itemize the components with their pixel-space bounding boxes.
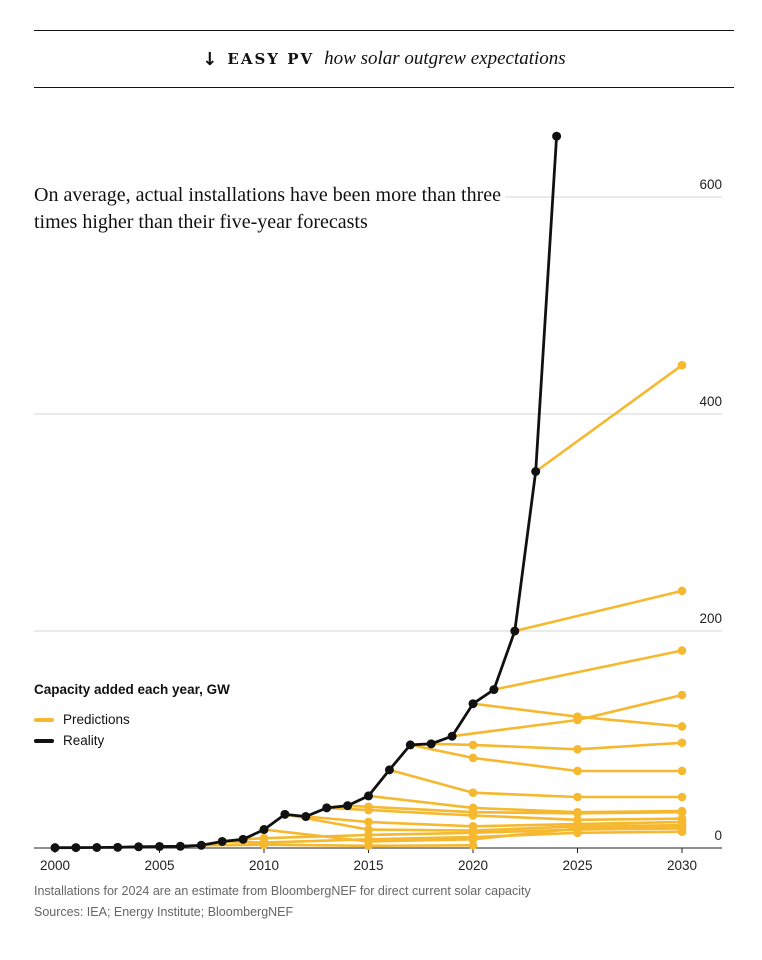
prediction-point-11-2020 bbox=[468, 753, 478, 763]
reality-point-2005 bbox=[155, 841, 164, 851]
reality-point-2000 bbox=[50, 843, 60, 853]
reality-point-2022 bbox=[510, 626, 520, 636]
chart-legend: Capacity added each year, GW Predictions… bbox=[34, 682, 230, 751]
x-tick-label-2030: 2030 bbox=[667, 858, 697, 873]
legend-swatch-reality bbox=[34, 738, 54, 743]
prediction-line-2 bbox=[220, 830, 684, 844]
legend-item-reality: Reality bbox=[34, 730, 230, 751]
prediction-point-11-2025 bbox=[573, 766, 582, 776]
prediction-line-1 bbox=[200, 843, 475, 848]
x-tick-label-2005: 2005 bbox=[144, 858, 174, 873]
reality-point-2007 bbox=[196, 840, 206, 850]
prediction-point-3-2010 bbox=[259, 833, 269, 843]
prediction-point-9-2030 bbox=[677, 806, 687, 816]
reality-point-2009 bbox=[238, 834, 248, 844]
prediction-point-17-2030 bbox=[677, 360, 687, 370]
x-tick-label-2015: 2015 bbox=[353, 858, 383, 873]
x-tick-label-2020: 2020 bbox=[458, 858, 488, 873]
prediction-point-6-2020 bbox=[468, 822, 478, 831]
prediction-point-16-2030 bbox=[677, 586, 687, 596]
prediction-point-12-2020 bbox=[468, 740, 478, 750]
prediction-line-9 bbox=[367, 794, 684, 814]
reality-point-2003 bbox=[113, 842, 123, 852]
y-tick-label-400: 400 bbox=[699, 394, 722, 409]
series-tagline: how solar outgrew expectations bbox=[324, 48, 566, 69]
prediction-point-7-2030 bbox=[677, 814, 687, 824]
reality-point-2024 bbox=[552, 131, 562, 141]
reality-point-2014 bbox=[343, 801, 353, 811]
prediction-point-14-2025 bbox=[573, 712, 582, 722]
prediction-point-13-2030 bbox=[677, 690, 687, 700]
reality-point-2004 bbox=[134, 842, 144, 852]
y-tick-label-200: 200 bbox=[699, 611, 722, 626]
reality-point-2010 bbox=[259, 825, 269, 835]
prediction-line-11 bbox=[409, 743, 684, 773]
prediction-point-14-2030 bbox=[677, 722, 687, 731]
header-top-rule bbox=[34, 30, 734, 31]
prediction-point-7-2025 bbox=[573, 815, 582, 825]
x-tick-label-2025: 2025 bbox=[562, 858, 592, 873]
legend-label-predictions: Predictions bbox=[63, 712, 130, 727]
header: ↓ EASY PV how solar outgrew expectations bbox=[34, 30, 734, 88]
legend-item-predictions: Predictions bbox=[34, 709, 230, 730]
prediction-line-12 bbox=[429, 741, 684, 751]
legend-swatch-predictions bbox=[34, 717, 54, 722]
prediction-point-5-2015 bbox=[364, 825, 373, 834]
prediction-point-15-2030 bbox=[677, 646, 687, 655]
chart-headline: On average, actual installations have be… bbox=[34, 184, 502, 233]
reality-point-2013 bbox=[322, 803, 332, 813]
reality-point-2011 bbox=[280, 809, 290, 819]
prediction-point-4-2020 bbox=[468, 835, 478, 844]
prediction-point-9-2020 bbox=[468, 803, 478, 813]
prediction-point-4-2015 bbox=[364, 837, 373, 846]
prediction-point-1-2020 bbox=[468, 840, 478, 850]
prediction-point-12-2025 bbox=[573, 744, 582, 754]
prediction-point-9-2025 bbox=[573, 807, 582, 817]
reality-point-2001 bbox=[71, 843, 81, 853]
legend-label-reality: Reality bbox=[63, 733, 105, 748]
reality-point-2021 bbox=[489, 685, 499, 695]
prediction-line-16 bbox=[513, 589, 684, 633]
prediction-point-12-2030 bbox=[677, 738, 687, 748]
series-brand: EASY PV bbox=[227, 50, 315, 68]
prediction-line-17 bbox=[534, 363, 684, 473]
prediction-line-10 bbox=[388, 768, 684, 799]
legend-title: Capacity added each year, GW bbox=[34, 682, 230, 697]
x-tick-label-2000: 2000 bbox=[40, 858, 70, 873]
arrow-down-icon: ↓ bbox=[202, 48, 218, 70]
reality-point-2018 bbox=[426, 739, 436, 749]
reality-point-2019 bbox=[447, 731, 457, 741]
reality-point-2016 bbox=[384, 765, 394, 775]
footnote-note: Installations for 2024 are an estimate f… bbox=[34, 884, 531, 898]
y-tick-label-0: 0 bbox=[714, 828, 722, 843]
reality-point-2015 bbox=[364, 791, 373, 801]
reality-point-2020 bbox=[468, 699, 478, 709]
prediction-line-15 bbox=[492, 649, 684, 691]
header-bottom-rule bbox=[34, 87, 734, 88]
reality-point-2006 bbox=[175, 841, 185, 851]
prediction-point-10-2020 bbox=[468, 788, 478, 797]
x-tick-label-2010: 2010 bbox=[249, 858, 279, 873]
prediction-point-10-2025 bbox=[573, 792, 582, 802]
prediction-point-10-2030 bbox=[677, 792, 687, 802]
reality-point-2017 bbox=[405, 740, 415, 750]
reality-point-2012 bbox=[301, 812, 311, 822]
y-tick-label-600: 600 bbox=[699, 177, 722, 192]
reality-point-2002 bbox=[92, 842, 102, 852]
prediction-point-8-2015 bbox=[364, 802, 373, 812]
reality-point-2023 bbox=[531, 467, 541, 477]
prediction-point-11-2030 bbox=[677, 766, 687, 776]
reality-point-2008 bbox=[217, 836, 227, 846]
footnote-sources: Sources: IEA; Energy Institute; Bloomber… bbox=[34, 905, 294, 919]
prediction-point-6-2015 bbox=[364, 817, 373, 827]
